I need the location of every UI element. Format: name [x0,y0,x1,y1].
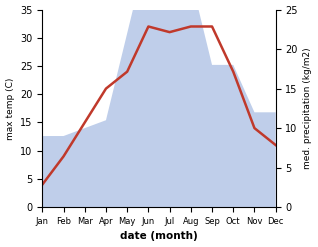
Y-axis label: max temp (C): max temp (C) [5,77,15,140]
X-axis label: date (month): date (month) [120,231,198,242]
Y-axis label: med. precipitation (kg/m2): med. precipitation (kg/m2) [303,48,313,169]
